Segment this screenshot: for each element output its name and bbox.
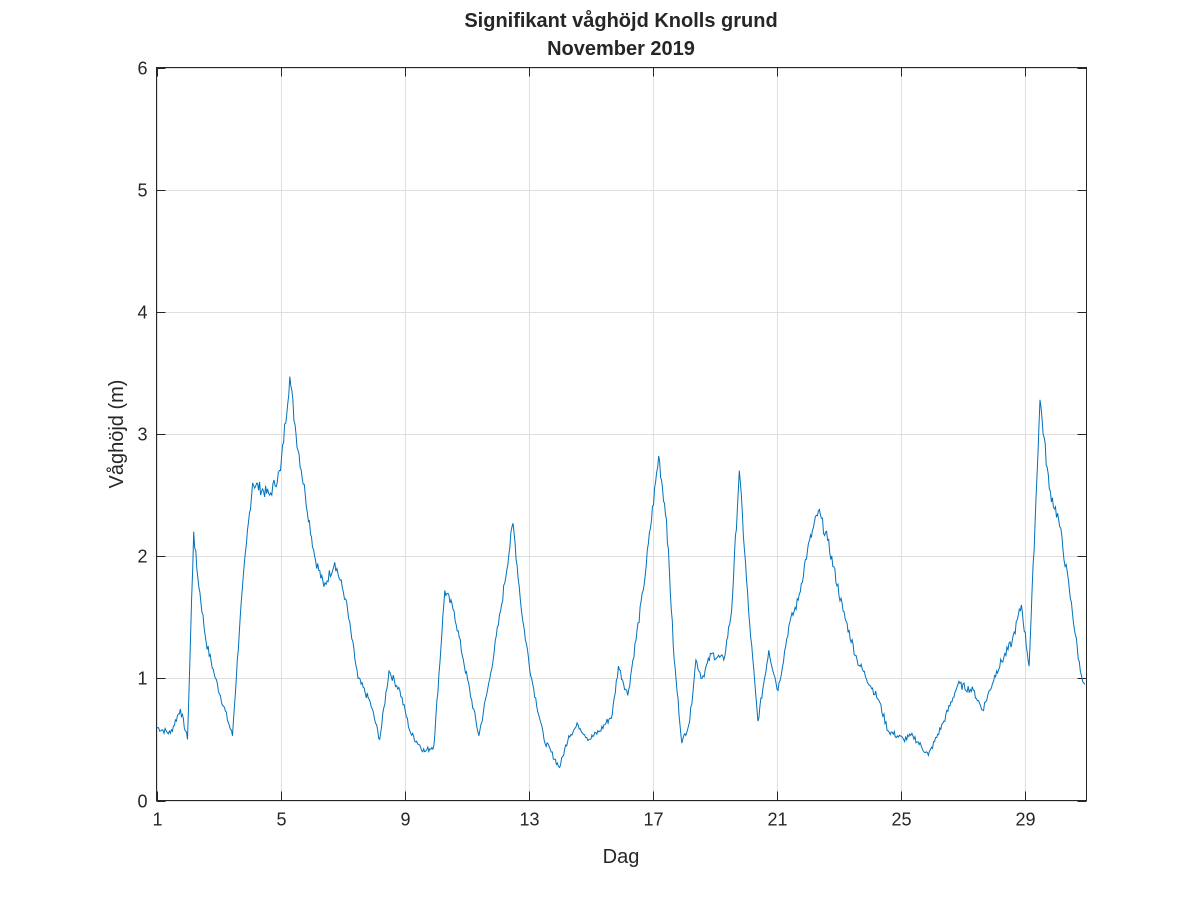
- x-tick-label: 17: [643, 810, 663, 830]
- y-tick-label: 1: [137, 669, 147, 689]
- chart-title-line1: Signifikant våghöjd Knolls grund: [464, 9, 777, 32]
- x-tick-label: 13: [519, 810, 539, 830]
- x-tick-label: 21: [767, 810, 787, 830]
- chart-title-line2: November 2019: [547, 38, 695, 60]
- x-tick-label: 9: [400, 810, 410, 830]
- x-axis-label: Dag: [603, 846, 640, 868]
- y-tick-label: 5: [137, 181, 147, 201]
- x-tick-label: 1: [152, 810, 162, 830]
- y-tick-label: 0: [137, 792, 147, 812]
- x-tick-label: 25: [891, 810, 911, 830]
- series-line: [156, 376, 1086, 769]
- grid: [156, 67, 1087, 802]
- y-tick-label: 2: [137, 547, 147, 567]
- y-tick-label: 3: [137, 425, 147, 445]
- y-tick-label: 6: [137, 59, 147, 79]
- y-axis-label: Våghöjd (m): [106, 380, 128, 489]
- x-tick-label: 29: [1015, 810, 1035, 830]
- y-tick-label: 4: [137, 303, 147, 323]
- x-tick-label: 5: [276, 810, 286, 830]
